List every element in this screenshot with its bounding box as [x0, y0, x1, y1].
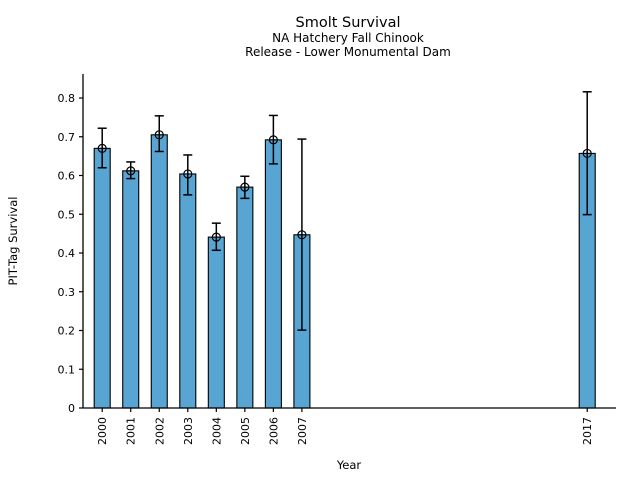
x-tick-label: 2001: [125, 417, 138, 445]
plot-content: 0 0.1 0.2 0.3 0.4 0.5 0.6 0.7 0.8 2000 2001 2002 200…: [58, 74, 616, 445]
y-tick-label: 0.2: [58, 325, 76, 338]
x-tick-label: 2007: [296, 417, 309, 445]
bar-2004: [207, 236, 225, 409]
bar-2006: [264, 139, 282, 409]
x-tick-label: 2003: [182, 417, 195, 445]
bar-2002: [150, 134, 168, 409]
x-tick-label: 2017: [581, 417, 594, 445]
y-tick-label: 0.5: [58, 208, 76, 221]
chart-subtitle-line1: NA Hatchery Fall Chinook: [272, 31, 424, 45]
x-axis-label: Year: [336, 458, 362, 472]
x-tick-label: 2005: [239, 417, 252, 445]
y-axis-label: PIT-Tag Survival: [6, 197, 20, 286]
bar-2000: [93, 147, 111, 409]
y-tick-label: 0.8: [58, 92, 76, 105]
bar-2005: [236, 186, 254, 409]
y-tick-label: 0: [68, 402, 75, 415]
chart-subtitle-line2: Release - Lower Monumental Dam: [245, 45, 451, 59]
y-tick-label: 0.4: [58, 247, 76, 260]
y-tick-label: 0.1: [58, 363, 76, 376]
x-tick-label: 2000: [96, 417, 109, 445]
y-tick-label: 0.6: [58, 170, 76, 183]
y-tick-label: 0.3: [58, 286, 76, 299]
x-tick-label: 2006: [267, 417, 280, 445]
x-tick-label: 2004: [210, 417, 223, 445]
chart-title: Smolt Survival: [296, 15, 401, 31]
y-tick-label: 0.7: [58, 131, 76, 144]
bar-2001: [122, 170, 140, 409]
bar-2003: [179, 173, 197, 409]
x-tick-label: 2002: [153, 417, 166, 445]
